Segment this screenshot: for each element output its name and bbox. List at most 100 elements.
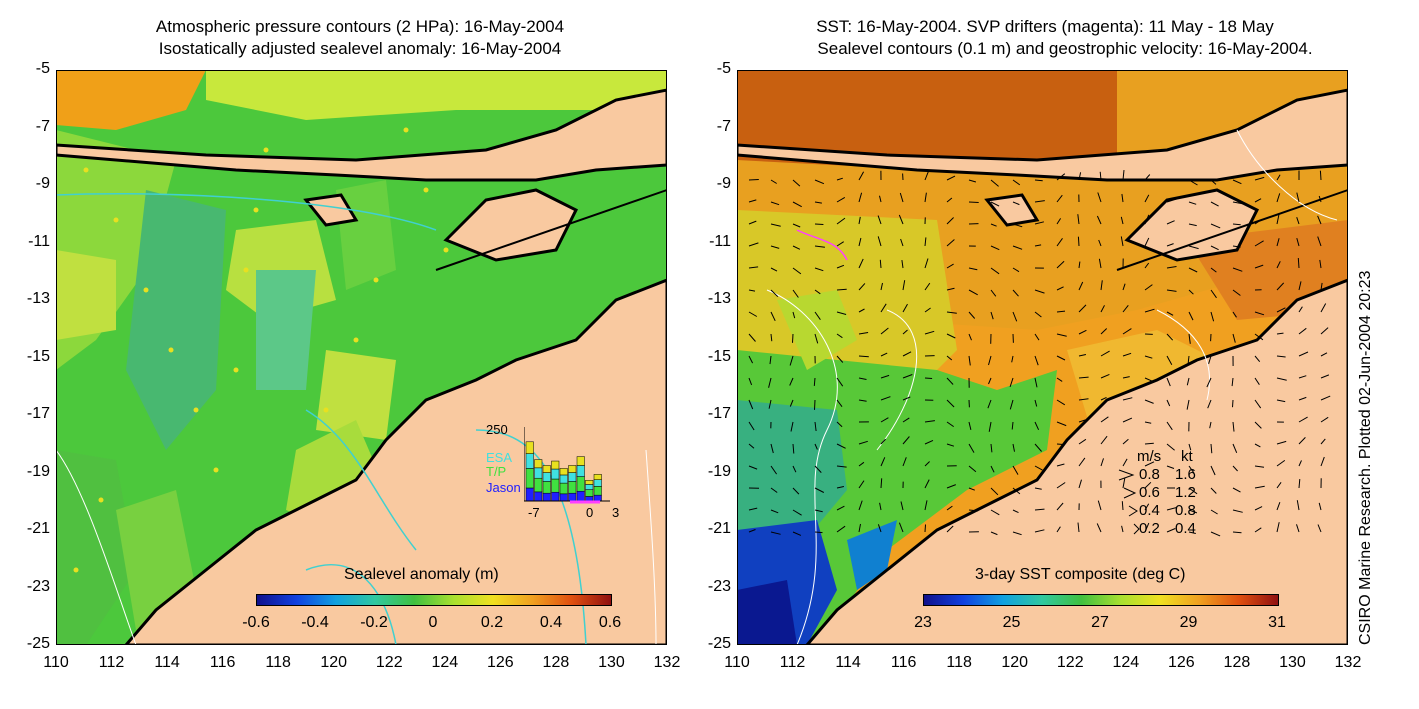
- right-xtick: 110: [724, 654, 750, 671]
- velocity-arrow: [946, 421, 954, 428]
- inset-bar-segment: [593, 474, 602, 480]
- velocity-arrow: [1056, 238, 1063, 247]
- velocity-arrow: [1034, 221, 1045, 225]
- left-xtick: 132: [653, 654, 681, 671]
- velocity-arrow: [814, 267, 824, 272]
- velocity-arrow: [1078, 304, 1087, 313]
- velocity-arrow: [1188, 245, 1199, 250]
- velocity-arrow: [1056, 173, 1066, 181]
- velocity-arrow: [987, 399, 992, 409]
- velocity-arrow: [836, 443, 846, 449]
- velocity-arrow: [924, 479, 930, 489]
- velocity-arrow: [880, 457, 886, 467]
- velocity-arrow: [1144, 377, 1155, 383]
- velocity-arrow: [1078, 479, 1082, 489]
- velocity-arrow: [1144, 522, 1150, 533]
- velocity-arrow: [924, 330, 935, 335]
- velocity-arrow: [1254, 465, 1265, 468]
- sealevel-anomaly-map: 250 ESA T/P Jason -7 0 3 Sealevel anomal…: [56, 70, 667, 645]
- velocity-arrow: [1100, 458, 1104, 467]
- velocity-arrow: [1144, 503, 1150, 511]
- velocity-arrow: [1320, 327, 1329, 335]
- velocity-legend-arrow: [1128, 505, 1138, 517]
- velocity-arrow: [770, 333, 773, 342]
- left-title-line2: Isostatically adjusted sealevel anomaly:…: [158, 39, 562, 58]
- velocity-arrow: [880, 327, 889, 335]
- inset-bar-segment: [551, 468, 560, 480]
- velocity-arrow: [1298, 306, 1303, 313]
- sla-colorbar-label: 0: [428, 614, 438, 631]
- velocity-arrow: [1166, 266, 1177, 269]
- left-ytick: -9: [35, 175, 50, 192]
- velocity-arrow: [880, 478, 883, 489]
- sst-colorbar-label: 29: [1179, 614, 1198, 631]
- velocity-arrow: [814, 311, 821, 320]
- velocity-arrow: [924, 439, 934, 445]
- velocity-arrow: [1232, 179, 1242, 185]
- velocity-arrow: [1210, 267, 1217, 273]
- right-ytick: -9: [716, 175, 731, 192]
- velocity-arrow: [1276, 307, 1286, 313]
- velocity-arrow: [946, 377, 954, 385]
- velocity-arrow: [814, 531, 823, 534]
- velocity-arrow: [1232, 465, 1238, 472]
- velocity-arrow: [968, 201, 979, 203]
- velocity-arrow: [1078, 457, 1086, 467]
- velocity-legend-arrow: [1118, 469, 1135, 481]
- velocity-arrow: [1254, 264, 1264, 269]
- velocity-arrow: [1034, 333, 1040, 341]
- velocity-arrow: [1100, 350, 1110, 357]
- left-xtick: 120: [320, 654, 348, 671]
- velocity-arrow: [1232, 443, 1238, 453]
- velocity-arrow: [1166, 220, 1175, 225]
- inset-xlabel-start: -7: [528, 505, 540, 520]
- inset-bar-segment: [542, 481, 551, 494]
- velocity-arrow: [770, 487, 778, 493]
- velocity-arrow: [1232, 245, 1241, 248]
- velocity-arrow: [988, 377, 992, 385]
- velocity-arrow: [1320, 303, 1327, 313]
- velocity-arrow: [924, 420, 935, 423]
- velocity-arrow: [1188, 201, 1197, 205]
- velocity-arrow: [902, 436, 910, 445]
- left-xtick: 124: [431, 654, 459, 671]
- velocity-arrow: [1056, 463, 1065, 467]
- velocity-arrow: [1034, 421, 1040, 431]
- velocity-arrow: [1100, 328, 1108, 335]
- velocity-arrow: [858, 308, 865, 313]
- velocity-arrow: [990, 201, 1000, 207]
- sst-colorbar-label: 25: [1002, 614, 1021, 631]
- velocity-arrow: [1100, 280, 1103, 291]
- velocity-arrow: [792, 487, 800, 495]
- velocity-arrow: [836, 288, 847, 291]
- velocity-arrow: [1210, 289, 1217, 299]
- velocity-arrow: [858, 480, 865, 489]
- velocity-arrow: [1210, 223, 1221, 229]
- velocity-arrow: [1121, 193, 1124, 203]
- velocity-arrow: [1012, 179, 1021, 186]
- velocity-arrow: [1120, 216, 1124, 225]
- velocity-arrow: [1188, 333, 1191, 344]
- velocity-arrow: [1078, 172, 1082, 181]
- velocity-arrow: [1012, 201, 1020, 206]
- velocity-arrow: [1232, 289, 1241, 296]
- credit-text: CSIRO Marine Research. Plotted 02-Jun-20…: [1357, 270, 1374, 645]
- velocity-arrow: [1254, 485, 1265, 489]
- velocity-arrow: [1188, 487, 1198, 495]
- right-ytick: -21: [707, 520, 731, 537]
- velocity-arrow: [789, 377, 794, 386]
- velocity-arrow: [990, 223, 997, 227]
- left-xtick: 128: [542, 654, 570, 671]
- velocity-arrow: [1012, 267, 1020, 273]
- velocity-arrow: [836, 241, 844, 247]
- velocity-arrow: [1188, 443, 1192, 451]
- velocity-arrow: [1100, 416, 1109, 423]
- velocity-arrow: [770, 223, 781, 227]
- velocity-arrow: [1009, 377, 1014, 388]
- velocity-arrow: [1122, 170, 1125, 181]
- velocity-arrow: [1012, 289, 1019, 297]
- sla-colorbar-title: Sealevel anomaly (m): [344, 566, 499, 583]
- velocity-arrow: [1276, 399, 1286, 403]
- velocity-arrow: [858, 355, 869, 358]
- velocity-arrow: [946, 287, 955, 291]
